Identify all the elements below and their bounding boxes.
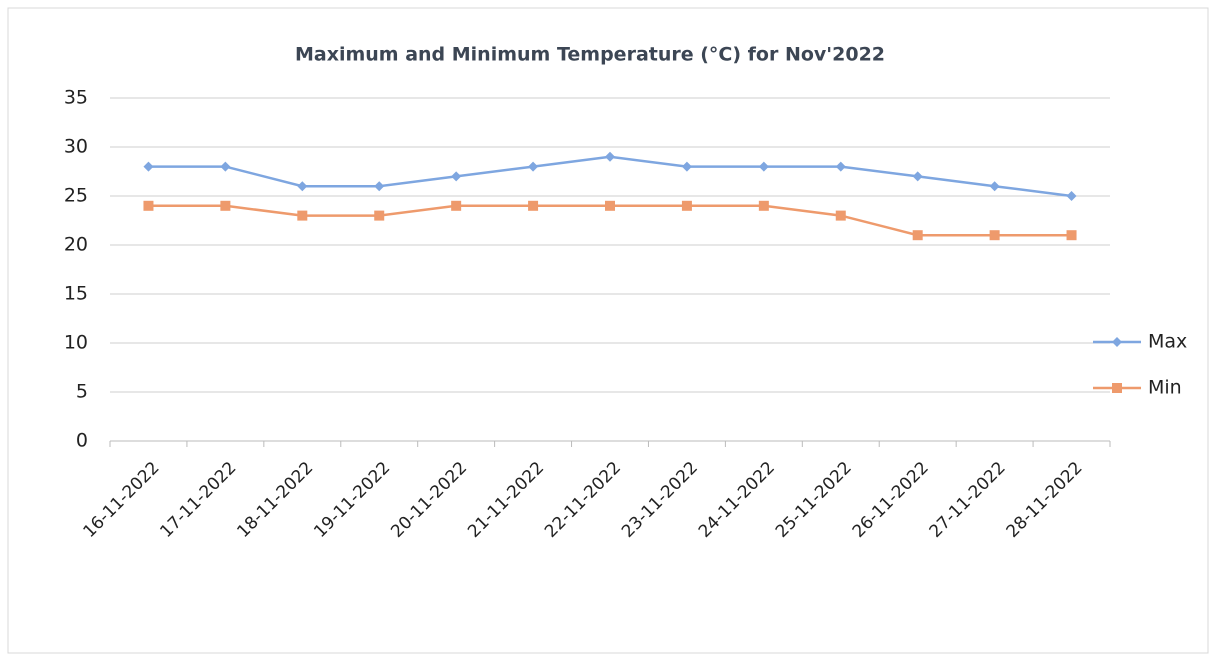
marker — [143, 161, 154, 172]
marker — [143, 200, 154, 211]
chart-title: Maximum and Minimum Temperature (°C) for… — [295, 44, 885, 66]
marker — [1112, 383, 1122, 393]
marker — [605, 151, 615, 162]
marker — [451, 171, 462, 182]
y-tick-label: 35 — [64, 87, 88, 109]
marker — [220, 200, 231, 211]
marker — [912, 230, 923, 241]
marker — [374, 210, 385, 221]
marker — [758, 161, 769, 172]
marker — [605, 200, 615, 211]
y-tick-label: 25 — [64, 185, 88, 207]
marker — [835, 161, 846, 172]
y-tick-label: 0 — [76, 430, 88, 452]
y-tick-label: 15 — [64, 283, 88, 305]
marker — [989, 181, 1000, 192]
marker — [989, 230, 1000, 241]
marker — [912, 171, 923, 182]
marker — [1066, 191, 1077, 201]
legend-label: Max — [1148, 331, 1187, 353]
y-tick-label: 30 — [64, 136, 88, 158]
legend-label: Min — [1148, 377, 1182, 399]
y-tick-label: 20 — [64, 234, 88, 256]
marker — [528, 161, 539, 172]
y-tick-label: 5 — [76, 381, 88, 403]
y-tick-label: 10 — [64, 332, 88, 354]
marker — [681, 161, 692, 172]
marker — [528, 200, 539, 211]
marker — [297, 210, 308, 221]
marker — [220, 161, 231, 172]
marker — [1112, 337, 1122, 347]
marker — [297, 181, 308, 192]
marker — [758, 200, 769, 211]
marker — [1066, 230, 1077, 241]
chart-frame — [7, 7, 1209, 654]
marker — [835, 210, 846, 221]
marker — [451, 200, 462, 211]
marker — [374, 181, 385, 192]
marker — [681, 200, 692, 211]
